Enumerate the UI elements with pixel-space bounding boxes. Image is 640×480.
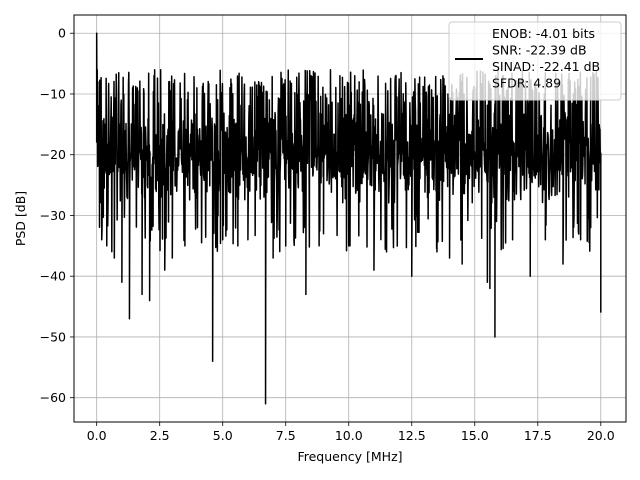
- y-tick-label: −40: [40, 269, 66, 284]
- x-ticks: 0.0 2.5 5.0 7.5 10.0 12.5 15.0 17.5 20.0: [87, 422, 615, 443]
- y-tick-label: −30: [40, 208, 66, 223]
- x-axis-label: Frequency [MHz]: [297, 449, 402, 464]
- y-tick-label: −60: [40, 390, 66, 405]
- x-tick-label: 2.5: [150, 428, 170, 443]
- x-tick-label: 12.5: [398, 428, 426, 443]
- legend-sinad: SINAD: -22.41 dB: [492, 59, 600, 74]
- y-axis-label: PSD [dB]: [13, 191, 28, 246]
- legend-enob: ENOB: -4.01 bits: [492, 26, 595, 41]
- psd-series-line: [95, 32, 602, 405]
- x-tick-label: 15.0: [461, 428, 489, 443]
- legend-sfdr: SFDR: 4.89: [492, 76, 561, 91]
- legend: ENOB: -4.01 bits SNR: -22.39 dB SINAD: -…: [448, 21, 622, 101]
- x-tick-label: 17.5: [524, 428, 552, 443]
- x-tick-label: 20.0: [587, 428, 615, 443]
- legend-snr: SNR: -22.39 dB: [492, 43, 587, 58]
- series-layer: [95, 32, 602, 405]
- y-tick-label: −20: [40, 147, 66, 162]
- x-tick-label: 5.0: [213, 428, 233, 443]
- x-tick-label: 7.5: [276, 428, 296, 443]
- legend-box: [448, 21, 622, 101]
- y-tick-label: −50: [40, 329, 66, 344]
- axes-frame: [73, 14, 627, 423]
- y-ticks: 0 −10 −20 −30 −40 −50 −60: [40, 26, 74, 405]
- y-tick-label: 0: [58, 26, 66, 41]
- x-tick-label: 0.0: [87, 428, 107, 443]
- x-tick-label: 10.0: [335, 428, 363, 443]
- y-tick-label: −10: [40, 86, 66, 101]
